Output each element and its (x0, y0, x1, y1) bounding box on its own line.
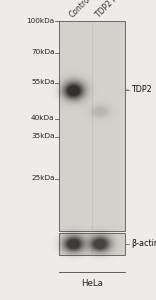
Text: 25kDa: 25kDa (31, 176, 55, 182)
Text: 40kDa: 40kDa (31, 116, 55, 122)
Text: TDP2: TDP2 (131, 85, 152, 94)
Bar (59, 21, 125, 231)
Text: TDP2 KO: TDP2 KO (94, 0, 124, 20)
Text: HeLa: HeLa (81, 279, 103, 288)
Text: Control: Control (68, 0, 94, 20)
Text: β-actin: β-actin (131, 239, 156, 248)
Text: 55kDa: 55kDa (31, 80, 55, 85)
Text: 35kDa: 35kDa (31, 134, 55, 140)
Text: 70kDa: 70kDa (31, 50, 55, 56)
Bar (59, 232, 125, 255)
Text: 100kDa: 100kDa (27, 18, 55, 24)
